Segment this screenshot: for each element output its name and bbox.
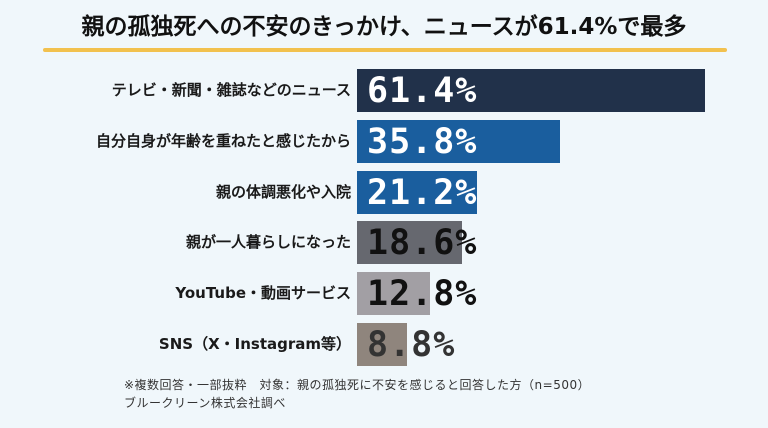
- bar-value: 35.8%: [367, 122, 478, 162]
- bar-value: 21.2%: [367, 173, 478, 213]
- bar-row: 親が一人暮らしになった 18.6%: [0, 221, 768, 264]
- bar-row: YouTube・動画サービス 12.8%: [0, 272, 768, 315]
- bar-value: 12.8%: [367, 274, 478, 314]
- footnote-scope: ※複数回答・一部抜粋 対象：親の孤独死に不安を感じると回答した方（n=500）: [124, 378, 591, 392]
- bar-value: 8.8%: [367, 325, 456, 365]
- bar-value: 61.4%: [367, 71, 478, 111]
- bar: [357, 69, 705, 112]
- bar-label: SNS（X・Instagram等）: [158, 335, 351, 353]
- bar-row: 自分自身が年齢を重ねたと感じたから 35.8%: [0, 120, 768, 163]
- bar-value: 18.6%: [367, 223, 478, 263]
- bar-row: 親の体調悪化や入院 21.2%: [0, 171, 768, 214]
- footnote: ※複数回答・一部抜粋 対象：親の孤独死に不安を感じると回答した方（n=500） …: [124, 376, 590, 412]
- bar-label: YouTube・動画サービス: [175, 284, 351, 302]
- bar-row: SNS（X・Instagram等） 8.8%: [0, 323, 768, 366]
- bar: [357, 120, 560, 163]
- bar-label: テレビ・新聞・雑誌などのニュース: [111, 81, 351, 99]
- bar: [357, 171, 477, 214]
- bar-label: 親が一人暮らしになった: [185, 233, 351, 251]
- chart-title: 親の孤独死への不安のきっかけ、ニュースが61.4%で最多: [81, 14, 687, 40]
- bar-row: テレビ・新聞・雑誌などのニュース 61.4%: [0, 69, 768, 112]
- bar-chart: テレビ・新聞・雑誌などのニュース 61.4% 自分自身が年齢を重ねたと感じたから…: [0, 69, 768, 366]
- bar: [357, 323, 407, 366]
- bar-label: 自分自身が年齢を重ねたと感じたから: [95, 132, 351, 150]
- title-underline: [43, 48, 727, 52]
- bar-label: 親の体調悪化や入院: [215, 183, 351, 201]
- bar: [357, 221, 462, 264]
- bar: [357, 272, 430, 315]
- footnote-source: ブルークリーン株式会社調べ: [124, 396, 286, 410]
